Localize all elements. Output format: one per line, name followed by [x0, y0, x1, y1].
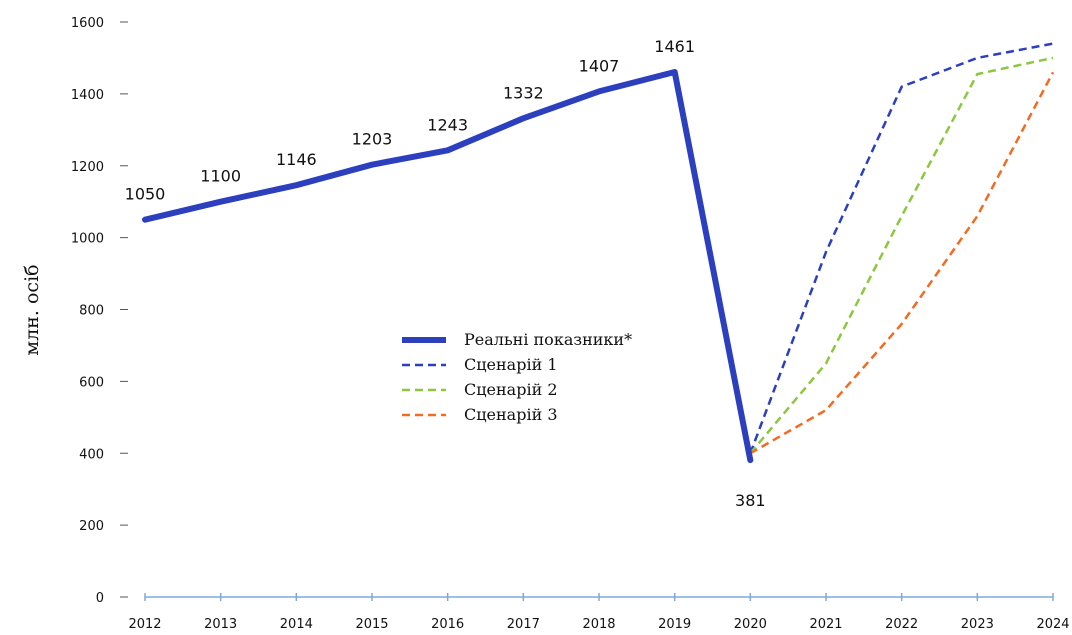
x-tick-label: 2014: [280, 617, 313, 632]
y-axis: 0 200 400 600 800 1000 1200 1400 1600: [71, 16, 128, 606]
x-tick-label: 2018: [582, 617, 615, 632]
y-tick-label: 1000: [71, 232, 104, 247]
x-tick-label: 2019: [658, 617, 691, 632]
y-tick-label: 1400: [71, 88, 104, 103]
data-label: 1146: [276, 150, 317, 169]
y-tick-label: 600: [79, 375, 104, 390]
legend-label: Сценарій 2: [464, 380, 558, 399]
y-tick-label: 0: [96, 591, 104, 606]
x-tick-label: 2015: [355, 617, 388, 632]
x-axis: 2012 2013 2014 2015 2016 2017 2018 2019 2020 2021…: [128, 593, 1070, 632]
data-label: 1050: [125, 185, 166, 204]
x-tick-label: 2012: [128, 617, 161, 632]
x-tick-label: 2013: [204, 617, 237, 632]
data-label: 1243: [427, 115, 468, 134]
series-line-Сценарій 3: [749, 71, 1055, 455]
x-tick-label: 2020: [734, 617, 767, 632]
y-axis-label: млн. осіб: [21, 264, 43, 355]
data-label: 1100: [200, 167, 241, 186]
x-tick-label: 2016: [431, 617, 464, 632]
legend: Реальні показники* Сценарій 1 Сценарій 2 Сц…: [402, 330, 632, 424]
data-labels: 1050 1100 1146 1203 1243 1332 1407 1461 381: [125, 37, 766, 510]
data-label: 1332: [503, 83, 544, 102]
y-tick-label: 200: [79, 519, 104, 534]
y-tick-label: 1600: [71, 16, 104, 31]
y-tick-label: 400: [79, 447, 104, 462]
legend-label: Сценарій 1: [464, 355, 558, 374]
series-line-Реальні показники*: [142, 69, 754, 464]
series-lines: [142, 42, 1055, 464]
x-tick-label: 2024: [1036, 617, 1069, 632]
data-label: 1203: [352, 130, 393, 149]
data-label: 1407: [579, 56, 620, 75]
legend-label: Сценарій 3: [464, 405, 558, 424]
x-tick-label: 2022: [885, 617, 918, 632]
x-tick-label: 2023: [961, 617, 994, 632]
data-label: 1461: [654, 37, 695, 56]
legend-label: Реальні показники*: [464, 330, 632, 349]
y-tick-label: 800: [79, 304, 104, 319]
series-line-Сценарій 1: [749, 42, 1054, 454]
x-tick-label: 2017: [507, 617, 540, 632]
y-tick-label: 1200: [71, 160, 104, 175]
series-line-Сценарій 2: [749, 56, 1054, 455]
x-tick-label: 2021: [809, 617, 842, 632]
data-label: 381: [735, 491, 766, 510]
